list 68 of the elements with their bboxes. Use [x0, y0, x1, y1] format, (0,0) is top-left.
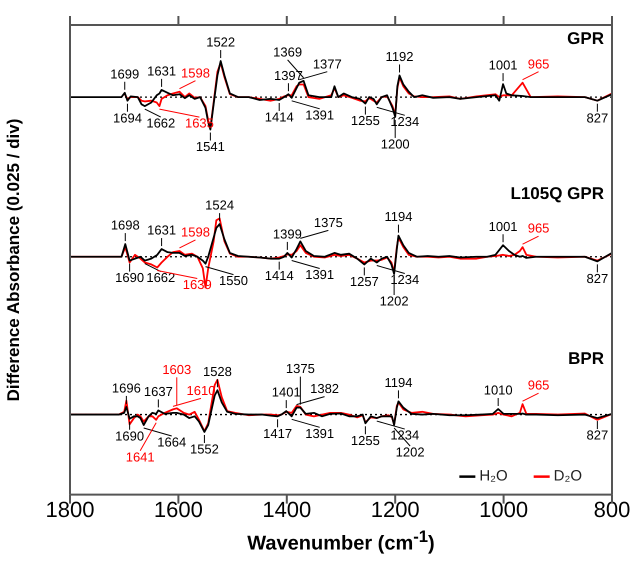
annotation: 1631 [147, 63, 176, 78]
annotation: 827 [586, 270, 608, 286]
annotation: 1399 [272, 226, 302, 242]
annotation: 1391 [305, 426, 334, 441]
annotation: 1696 [112, 380, 141, 396]
annotation: 1690 [115, 270, 144, 286]
annotation: 1382 [310, 381, 340, 396]
annotation: 1200 [380, 136, 410, 152]
annotation: 1662 [146, 116, 176, 131]
chart-title: GPR [567, 29, 604, 48]
annotation: 1552 [190, 442, 219, 457]
annotation: 1690 [115, 428, 144, 444]
annotation: 965 [528, 56, 550, 72]
x-tick-label: 1200 [370, 496, 420, 522]
annotation: 1631 [147, 222, 176, 238]
annotation: 1255 [350, 432, 380, 448]
annotation: 1255 [350, 113, 380, 128]
annotation: 1375 [286, 361, 315, 376]
annotation: 1524 [205, 198, 234, 213]
annotation: 1391 [305, 267, 334, 282]
annotation: 1257 [350, 274, 379, 289]
annotation: 827 [586, 110, 608, 126]
annotation: 1664 [157, 434, 186, 450]
annotation: 1694 [112, 110, 142, 126]
annotation: 1001 [488, 218, 518, 234]
annotation: 1662 [146, 270, 176, 286]
y-axis-title: Difference Absorbance (0.025 / div) [4, 118, 24, 402]
annotation: 1234 [390, 114, 420, 129]
x-tick-label: 800 [594, 496, 630, 522]
x-tick-label: 1000 [479, 496, 528, 522]
chart-title: L105Q GPR [510, 184, 604, 204]
annotation: 1698 [110, 218, 140, 233]
x-axis-title: Wavenumber (cm$^{-1}$) [246, 527, 436, 556]
annotation: 1202 [380, 294, 409, 309]
annotation: 1192 [386, 49, 414, 64]
annotation: 1375 [314, 214, 343, 230]
annotation: 1369 [273, 44, 302, 60]
annotation: 965 [528, 378, 550, 393]
annotation: 1414 [264, 110, 294, 125]
annotation: 1528 [202, 364, 232, 379]
annotation: 965 [528, 220, 550, 236]
annotation: 1603 [162, 362, 192, 377]
annotation: 1699 [110, 66, 140, 82]
annotation: 1598 [181, 224, 210, 240]
chart-title: BPR [568, 349, 604, 368]
annotation: 1010 [484, 382, 513, 398]
annotation: 1522 [206, 34, 236, 50]
annotation: 1377 [312, 56, 342, 72]
annotation: 1417 [263, 426, 292, 441]
annotation: 1194 [384, 209, 412, 224]
annotation: 1550 [219, 273, 248, 288]
annotation: 1401 [272, 384, 301, 400]
annotation: 1541 [196, 139, 225, 154]
x-tick-label: 1600 [154, 496, 203, 522]
annotation: 1641 [126, 449, 155, 464]
x-tick-label: 1400 [262, 496, 312, 522]
annotation: 1202 [396, 444, 425, 460]
annotation: 1637 [144, 384, 173, 399]
legend-label: H₂O [479, 468, 508, 485]
x-tick-label: 1800 [46, 496, 94, 522]
annotation: 1598 [181, 65, 210, 80]
annotation: 1397 [274, 68, 303, 83]
annotation: 827 [586, 428, 608, 443]
annotation: 1194 [384, 374, 412, 390]
annotation: 1391 [305, 107, 334, 122]
legend-label: D₂O [554, 468, 582, 485]
annotation: 1414 [264, 268, 294, 284]
annotation: 1001 [488, 58, 518, 73]
